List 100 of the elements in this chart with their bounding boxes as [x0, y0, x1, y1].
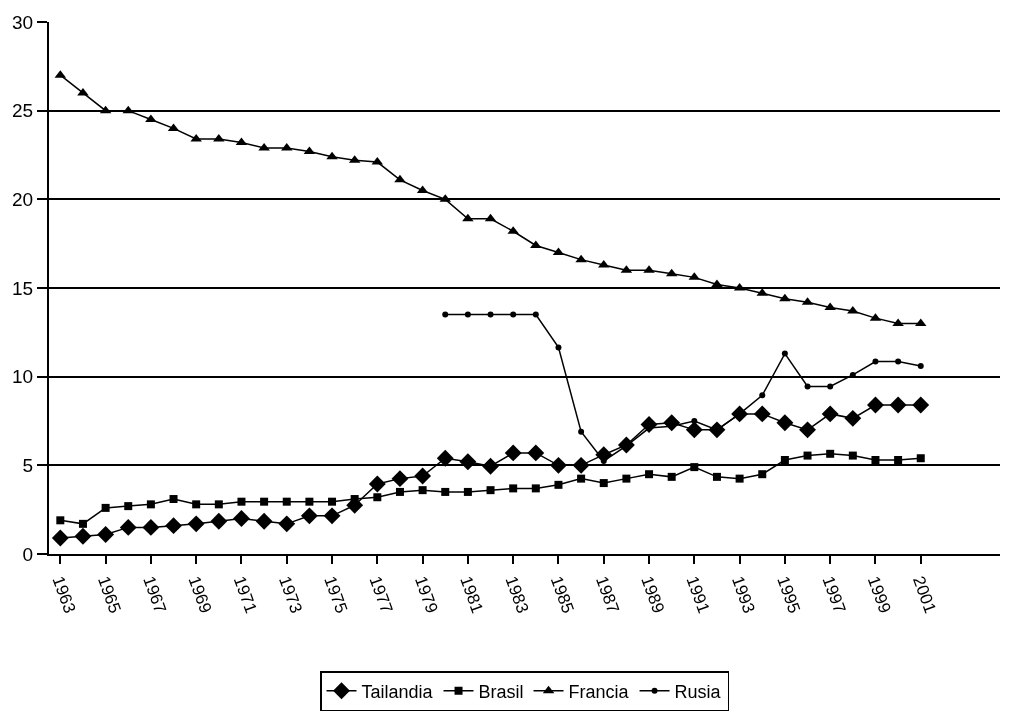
point [482, 457, 499, 475]
point [759, 392, 766, 399]
point [894, 456, 903, 465]
point [799, 421, 816, 439]
point [712, 472, 721, 481]
point [328, 497, 337, 506]
point [414, 467, 432, 485]
point [97, 526, 115, 543]
point [550, 456, 567, 474]
point [192, 500, 201, 509]
point [622, 474, 631, 483]
point [895, 358, 902, 365]
point [326, 151, 338, 160]
x-tick-label: 1981 [456, 573, 487, 616]
point [300, 507, 318, 525]
point [464, 311, 471, 318]
x-tick-label: 1969 [184, 573, 216, 616]
point [509, 484, 518, 493]
x-tick-label: 1999 [863, 573, 895, 616]
point [578, 428, 585, 435]
x-tick-label: 1965 [93, 573, 125, 616]
legend-label: Francia [568, 681, 630, 702]
x-tick-label: 1979 [410, 573, 442, 616]
point [418, 486, 427, 495]
point [575, 254, 587, 263]
point [889, 396, 907, 414]
point [119, 518, 137, 536]
point [78, 519, 87, 528]
point [395, 487, 404, 496]
point [504, 444, 522, 462]
x-tick-label: 2001 [909, 573, 940, 616]
point [459, 453, 477, 471]
y-tick-label: 0 [22, 543, 34, 565]
point [531, 484, 540, 493]
point [260, 497, 269, 506]
point [210, 512, 228, 530]
point [599, 479, 608, 488]
point [872, 358, 879, 365]
point [645, 470, 654, 479]
point [124, 502, 133, 511]
point [555, 344, 562, 351]
y-tick-label: 25 [12, 100, 34, 122]
point [237, 497, 246, 506]
point [169, 495, 178, 504]
point [685, 421, 703, 439]
x-tick-label: 1963 [48, 573, 80, 616]
point [142, 518, 160, 536]
point [917, 363, 924, 370]
legend-label: Rusia [674, 681, 722, 702]
point [282, 497, 291, 506]
point [758, 470, 767, 479]
x-tick-label: 1989 [637, 573, 669, 616]
point [827, 383, 834, 390]
point [74, 527, 92, 545]
point [916, 454, 925, 463]
point [753, 405, 771, 423]
point [146, 500, 155, 509]
point [323, 507, 341, 525]
x-tick-label: 1995 [773, 573, 804, 616]
point [510, 311, 517, 318]
y-tick-label: 5 [22, 454, 34, 476]
point [56, 516, 65, 525]
point [779, 293, 791, 302]
point [735, 474, 744, 483]
point [532, 311, 539, 318]
x-tick-label: 1991 [682, 573, 714, 616]
x-tick-label: 1983 [501, 573, 533, 616]
point [51, 529, 69, 547]
x-tick-label: 1987 [592, 573, 623, 616]
point [780, 456, 789, 465]
point [781, 350, 788, 357]
point [436, 449, 454, 467]
point [394, 174, 406, 183]
point [912, 396, 930, 414]
y-tick-label: 20 [12, 188, 34, 210]
point [691, 418, 698, 424]
point [826, 449, 835, 458]
point [824, 302, 836, 311]
point [214, 500, 223, 509]
point [391, 470, 409, 488]
x-tick-label: 1967 [139, 573, 170, 616]
point [165, 517, 182, 535]
x-tick-label: 1971 [229, 573, 261, 616]
x-tick-label: 1973 [275, 573, 306, 616]
point [442, 311, 449, 318]
point [305, 497, 314, 506]
point [145, 114, 157, 123]
point [373, 493, 382, 502]
x-tick-label: 1975 [320, 573, 352, 616]
x-tick-label: 1977 [365, 573, 397, 616]
point [667, 472, 676, 481]
y-tick-label: 30 [12, 11, 34, 33]
point [233, 510, 250, 527]
point [577, 474, 586, 483]
point [368, 475, 386, 493]
point [776, 414, 794, 432]
x-tick-label: 1993 [727, 573, 759, 616]
point [867, 396, 884, 414]
legend-label: Tailandia [361, 681, 434, 702]
point [463, 487, 472, 496]
